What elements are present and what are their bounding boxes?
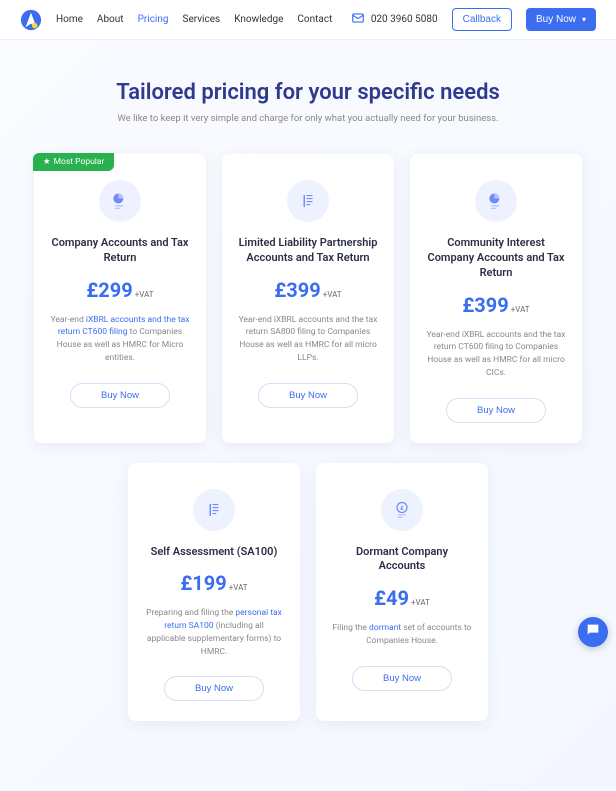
document-icon (287, 180, 329, 222)
page-subtitle: We like to keep it very simple and charg… (20, 113, 596, 124)
pie-icon (99, 180, 141, 222)
nav-pricing[interactable]: Pricing (138, 14, 169, 25)
buy-button[interactable]: Buy Now (258, 383, 358, 408)
card-title: Community Interest Company Accounts and … (426, 236, 566, 281)
price-vat: +VAT (411, 598, 430, 607)
nav-home[interactable]: Home (56, 14, 83, 25)
desc-text: Filing the (332, 623, 369, 633)
card-title: Company Accounts and Tax Return (50, 236, 190, 266)
card-desc: Preparing and filing the personal tax re… (144, 607, 284, 658)
card-price: £49 +VAT (332, 586, 472, 610)
hero-section: Tailored pricing for your specific needs… (0, 40, 616, 791)
desc-text: Preparing and filing the (146, 608, 235, 618)
buy-now-header-button[interactable]: Buy Now ▾ (526, 8, 596, 31)
nav-services[interactable]: Services (183, 14, 221, 25)
desc-link[interactable]: dormant (369, 623, 401, 633)
price-value: £199 (180, 571, 226, 595)
card-llp: Limited Liability Partnership Accounts a… (222, 154, 394, 443)
callback-button[interactable]: Callback (452, 8, 512, 31)
nav: Home About Pricing Services Knowledge Co… (56, 14, 337, 25)
card-price: £199 +VAT (144, 571, 284, 595)
card-price: £399 +VAT (426, 293, 566, 317)
nav-knowledge[interactable]: Knowledge (234, 14, 283, 25)
card-price: £299 +VAT (50, 278, 190, 302)
card-title: Limited Liability Partnership Accounts a… (238, 236, 378, 266)
card-company-accounts: ★ Most Popular Company Accounts and Tax … (34, 154, 206, 443)
buy-now-label: Buy Now (536, 14, 576, 25)
mail-icon (351, 11, 365, 28)
document-icon (193, 489, 235, 531)
nav-contact[interactable]: Contact (297, 14, 332, 25)
chevron-down-icon: ▾ (582, 15, 586, 24)
desc-text: Year-end (51, 315, 86, 325)
card-desc: Year-end iXBRL accounts and the tax retu… (426, 329, 566, 380)
price-vat: +VAT (229, 583, 248, 592)
buy-button[interactable]: Buy Now (352, 666, 452, 691)
chat-icon (585, 622, 601, 642)
card-desc: Year-end iXBRL accounts and the tax retu… (238, 314, 378, 365)
buy-button[interactable]: Buy Now (446, 398, 546, 423)
main-header: Home About Pricing Services Knowledge Co… (0, 0, 616, 40)
price-value: £299 (86, 278, 132, 302)
cards-row-top: ★ Most Popular Company Accounts and Tax … (20, 154, 596, 443)
pie-icon (475, 180, 517, 222)
card-desc: Filing the dormant set of accounts to Co… (332, 622, 472, 648)
badge-label: Most Popular (54, 157, 105, 167)
cards-row-bottom: Self Assessment (SA100) £199 +VAT Prepar… (20, 463, 596, 722)
phone-section: 020 3960 5080 (351, 11, 438, 28)
card-desc: Year-end iXBRL accounts and the tax retu… (50, 314, 190, 365)
card-cic: Community Interest Company Accounts and … (410, 154, 582, 443)
pound-icon: £ (381, 489, 423, 531)
phone-number[interactable]: 020 3960 5080 (371, 14, 438, 25)
card-title: Dormant Company Accounts (332, 545, 472, 575)
card-title: Self Assessment (SA100) (144, 545, 284, 560)
card-price: £399 +VAT (238, 278, 378, 302)
price-value: £399 (274, 278, 320, 302)
price-vat: +VAT (511, 305, 530, 314)
popular-badge: ★ Most Popular (33, 153, 114, 171)
price-vat: +VAT (135, 290, 154, 299)
buy-button[interactable]: Buy Now (70, 383, 170, 408)
buy-button[interactable]: Buy Now (164, 676, 264, 701)
card-self-assessment: Self Assessment (SA100) £199 +VAT Prepar… (128, 463, 300, 722)
price-value: £49 (374, 586, 409, 610)
nav-about[interactable]: About (97, 14, 124, 25)
star-icon: ★ (43, 157, 51, 167)
price-value: £399 (462, 293, 508, 317)
logo[interactable] (20, 9, 42, 31)
price-vat: +VAT (323, 290, 342, 299)
svg-text:£: £ (400, 506, 404, 512)
card-dormant: £ Dormant Company Accounts £49 +VAT Fili… (316, 463, 488, 722)
chat-fab[interactable] (578, 617, 608, 647)
page-title: Tailored pricing for your specific needs (20, 80, 596, 105)
